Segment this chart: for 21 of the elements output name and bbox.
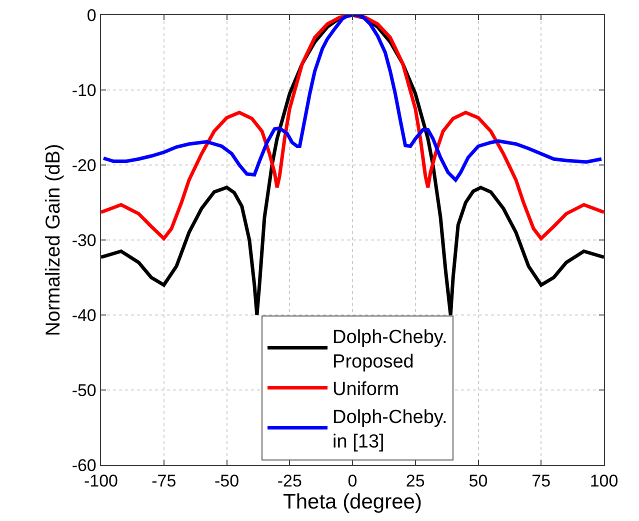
x-tick-label: 25 [406, 472, 425, 491]
x-tick-label: -75 [152, 472, 176, 491]
y-tick-label: -30 [72, 230, 96, 250]
line-series [101, 15, 604, 240]
legend-label: Dolph-Cheby. Proposed [332, 326, 448, 372]
y-tick-label: -50 [72, 380, 96, 400]
y-tick-label: -20 [72, 156, 96, 175]
x-tick-label: -50 [214, 472, 240, 491]
x-tick-label: 100 [590, 472, 618, 491]
legend-label: Uniform [332, 379, 400, 400]
y-tick-label: -40 [72, 306, 96, 325]
x-tick-label: 75 [532, 472, 551, 491]
legend-label: Dolph-Cheby. in [13] [332, 406, 448, 453]
x-tick-label: -25 [277, 472, 302, 491]
x-axis-title: Theta (degree) [283, 490, 422, 514]
y-tick-label: -10 [72, 80, 96, 100]
x-tick-label: 0 [348, 472, 358, 491]
line-series [102, 15, 604, 182]
x-tick-label: 50 [468, 472, 488, 491]
y-axis-title: Normalized Gain (dB) [42, 144, 64, 336]
y-tick-label: 0 [86, 6, 96, 25]
